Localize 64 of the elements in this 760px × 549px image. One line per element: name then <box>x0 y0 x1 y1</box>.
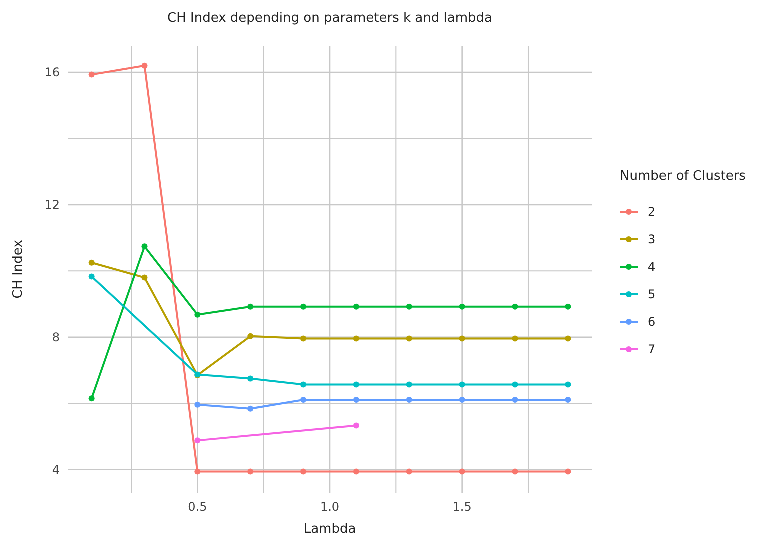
point <box>512 396 518 403</box>
point <box>353 382 360 388</box>
point <box>300 336 307 342</box>
point <box>142 274 148 281</box>
y-tick-label: 8 <box>52 330 60 344</box>
point <box>459 336 466 342</box>
legend-label: 6 <box>648 315 656 329</box>
point <box>194 468 201 475</box>
point <box>300 304 307 310</box>
point <box>406 396 412 403</box>
point <box>406 382 412 388</box>
point <box>353 422 360 429</box>
point <box>459 468 466 475</box>
point <box>565 382 572 388</box>
y-tick-label: 4 <box>52 462 60 477</box>
point <box>194 402 201 408</box>
point <box>88 396 95 402</box>
x-tick-label: 0.5 <box>188 500 208 514</box>
legend-label: 5 <box>648 288 656 302</box>
point <box>300 382 307 388</box>
point <box>565 396 572 403</box>
y-axis-title: CH Index <box>11 240 26 299</box>
point <box>565 336 572 342</box>
point <box>459 396 466 403</box>
x-tick-label: 1.0 <box>320 500 340 514</box>
point <box>248 468 254 475</box>
point <box>88 274 95 280</box>
legend-label: 4 <box>648 260 656 274</box>
chart-title: CH Index depending on parameters k and lambda <box>168 11 492 26</box>
point <box>406 304 412 310</box>
point <box>300 396 307 403</box>
point <box>459 304 466 310</box>
point <box>248 406 254 412</box>
point <box>300 468 307 475</box>
point <box>248 304 254 310</box>
point <box>512 468 518 475</box>
point <box>353 396 360 403</box>
point <box>406 468 412 475</box>
legend-label: 7 <box>648 342 656 356</box>
point <box>88 72 95 78</box>
point <box>353 304 360 310</box>
point <box>512 336 518 342</box>
point <box>248 376 254 382</box>
legend-title: Number of Clusters <box>620 169 746 184</box>
point <box>88 260 95 266</box>
point <box>565 304 572 310</box>
point <box>194 312 201 318</box>
point <box>142 244 148 250</box>
point <box>565 468 572 475</box>
point <box>512 304 518 310</box>
point <box>248 333 254 340</box>
point <box>194 438 201 444</box>
legend-label: 2 <box>648 205 656 219</box>
legend-label: 3 <box>648 232 656 246</box>
point <box>512 382 518 388</box>
point <box>353 468 360 475</box>
x-axis-title: Lambda <box>304 522 356 537</box>
y-tick-label: 16 <box>44 65 60 80</box>
point <box>142 62 148 69</box>
point <box>459 382 466 388</box>
x-tick-label: 1.5 <box>452 500 472 514</box>
point <box>353 336 360 342</box>
y-tick-label: 12 <box>44 198 60 212</box>
point <box>406 336 412 342</box>
